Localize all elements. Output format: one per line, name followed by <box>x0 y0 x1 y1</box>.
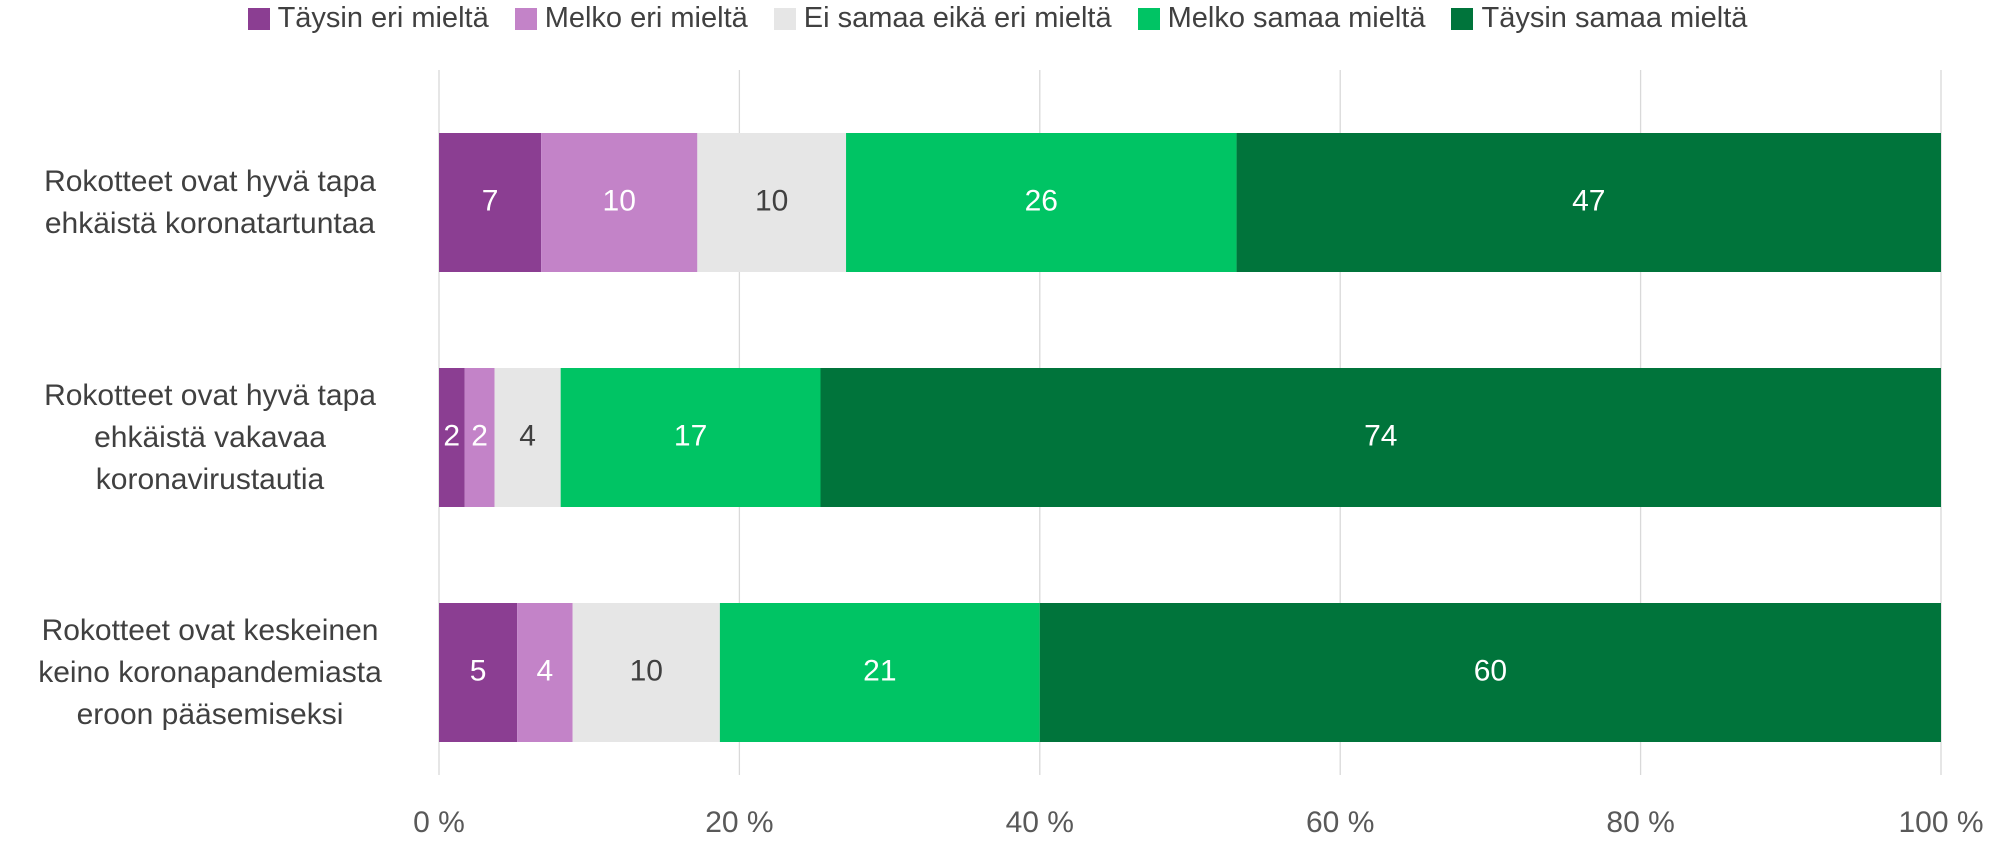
x-tick-label: 20 % <box>705 806 773 839</box>
value-label: 10 <box>755 184 788 217</box>
bar-segment <box>572 603 720 742</box>
value-label: 2 <box>471 419 488 452</box>
value-label: 60 <box>1474 654 1507 687</box>
x-tick-label: 0 % <box>413 806 465 839</box>
bar-segment <box>697 133 847 272</box>
legend-label: Melko eri mieltä <box>544 2 748 34</box>
value-label: 7 <box>482 184 499 217</box>
bar-segment <box>464 368 495 507</box>
bar-segment <box>1039 603 1941 742</box>
x-tick-label: 80 % <box>1606 806 1674 839</box>
legend-item: Ei samaa eikä eri mieltä <box>773 2 1112 35</box>
legend: Täysin eri mieltä Melko eri mieltä Ei sama… <box>0 2 1995 35</box>
legend-item: Täysin eri mieltä <box>247 2 489 35</box>
legend-item: Melko samaa mieltä <box>1137 2 1426 35</box>
legend-swatch <box>1137 7 1160 30</box>
legend-label: Ei samaa eikä eri mieltä <box>803 2 1112 34</box>
value-label: 10 <box>603 184 636 217</box>
category-label: Rokotteet ovat hyvä tapa ehkäistä korona… <box>44 164 376 240</box>
legend-label: Täysin samaa mieltä <box>1481 2 1748 34</box>
bar-segment <box>541 133 698 272</box>
value-label: 26 <box>1025 184 1058 217</box>
x-tick-label: 100 % <box>1898 806 1983 839</box>
bar-segment <box>439 133 542 272</box>
bar-segment <box>494 368 561 507</box>
value-label: 5 <box>470 654 487 687</box>
bar-segment <box>517 603 573 742</box>
value-label: 74 <box>1364 419 1397 452</box>
x-tick-label: 60 % <box>1306 806 1374 839</box>
value-label: 2 <box>443 419 460 452</box>
value-label: 21 <box>863 654 896 687</box>
bar-segment <box>439 368 465 507</box>
value-label: 17 <box>674 419 707 452</box>
legend-swatch <box>1451 7 1474 30</box>
bar-segment <box>820 368 1941 507</box>
category-label: Rokotteet ovat hyvä tapa ehkäistä vakava… <box>44 378 376 496</box>
value-label: 4 <box>519 419 536 452</box>
value-label: 47 <box>1572 184 1605 217</box>
legend-swatch <box>514 7 537 30</box>
legend-label: Melko samaa mieltä <box>1167 2 1426 34</box>
value-label: 4 <box>537 654 554 687</box>
legend-swatch <box>247 7 270 30</box>
bar-segment <box>719 603 1040 742</box>
bar-segment <box>846 133 1237 272</box>
legend-swatch <box>773 7 796 30</box>
category-label: Rokotteet ovat keskeinen keino koronapan… <box>38 613 382 731</box>
value-label: 10 <box>630 654 663 687</box>
bar-segment <box>1236 133 1941 272</box>
legend-item: Melko eri mieltä <box>514 2 748 35</box>
x-tick-label: 40 % <box>1006 806 1074 839</box>
legend-label: Täysin eri mieltä <box>277 2 489 34</box>
bar-segment <box>560 368 821 507</box>
bar-segment <box>439 603 518 742</box>
legend-item: Täysin samaa mieltä <box>1451 2 1747 35</box>
